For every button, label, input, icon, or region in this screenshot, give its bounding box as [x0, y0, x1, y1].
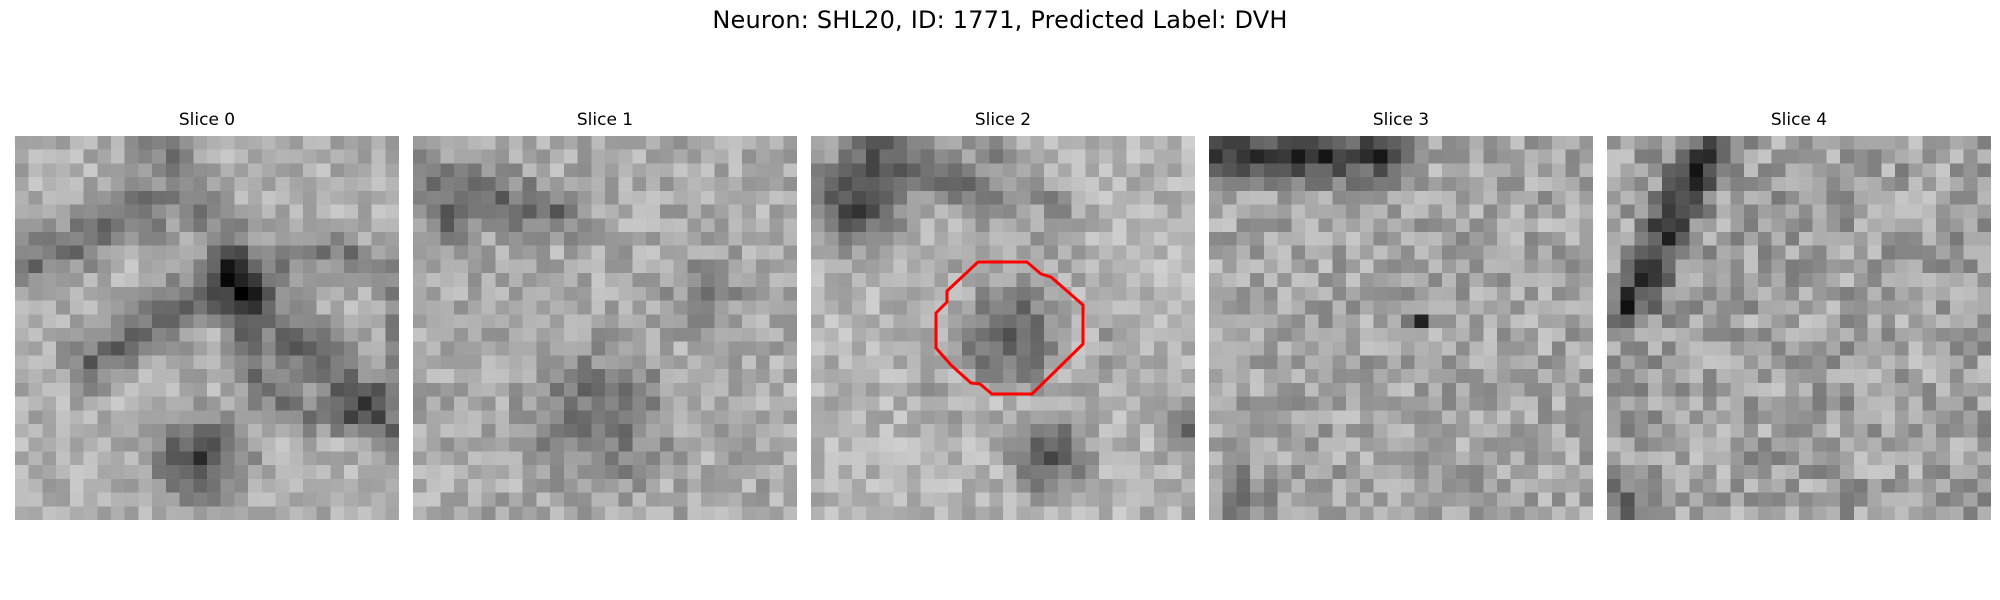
slice-image [1209, 136, 1593, 520]
roi-outline [934, 260, 1085, 396]
slice-image [413, 136, 797, 520]
slice-title: Slice 1 [576, 110, 634, 130]
slice-title: Slice 0 [178, 110, 236, 130]
slice-image [15, 136, 399, 520]
slice-title: Slice 3 [1372, 110, 1430, 130]
slice-image [1607, 136, 1991, 520]
slice-image [811, 136, 1195, 520]
slice-title: Slice 2 [974, 110, 1032, 130]
slice-title: Slice 4 [1770, 110, 1828, 130]
figure-title: Neuron: SHL20, ID: 1771, Predicted Label… [712, 6, 1288, 34]
